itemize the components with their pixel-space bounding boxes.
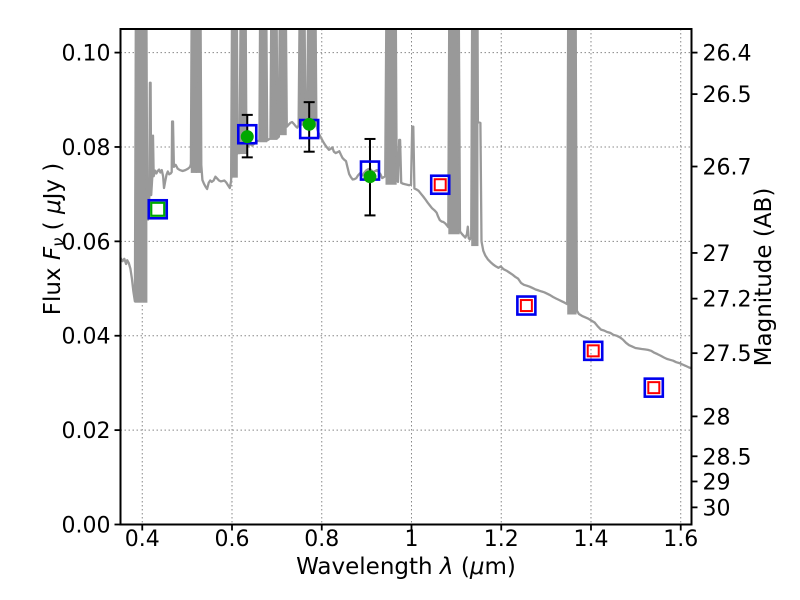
predicted-square-marker <box>647 381 661 395</box>
model-circle-marker <box>363 170 377 184</box>
photometry-markers <box>147 117 665 398</box>
x-axis-label-text: Wavelength <box>296 554 440 580</box>
mag-tick-label: 27.5 <box>703 342 752 367</box>
mag-tick-label: 28.5 <box>703 445 752 470</box>
x-axis-label: Wavelength λ (μm) <box>296 554 516 580</box>
plot-frame <box>119 28 693 526</box>
lambda-symbol: λ <box>439 554 454 580</box>
spectrum-line <box>120 29 692 370</box>
flux-tick-label: 0.00 <box>62 514 111 539</box>
x-tick-label: 0.6 <box>215 527 250 552</box>
y-axis-label-right: Magnitude (AB) <box>751 187 777 367</box>
flux-tick-label: 0.10 <box>62 42 111 67</box>
mag-tick-label: 30 <box>703 496 731 521</box>
observed-square-marker <box>147 198 169 220</box>
predicted-square-marker <box>433 178 447 192</box>
observed-square-marker <box>429 174 451 196</box>
flux-symbol: F <box>39 246 66 261</box>
mag-tick-label: 27.2 <box>703 288 752 313</box>
x-tick-label: 1 <box>404 527 418 552</box>
observed-square-marker <box>582 340 604 362</box>
mag-tick-label: 26.4 <box>703 42 752 67</box>
x-tick-label: 0.4 <box>125 527 160 552</box>
tick-labels: 0.4 0.6 0.8 1 1.2 1.4 1.6 0.00 0.02 0.04 0.06 0.08 0… <box>62 42 752 553</box>
mag-tick-label: 26.7 <box>703 156 752 181</box>
observed-square-marker <box>236 123 258 145</box>
nu-subscript: ν <box>49 237 69 247</box>
gridlines <box>120 29 692 525</box>
axis-ticks <box>114 51 698 531</box>
predicted-square-marker <box>519 299 533 313</box>
mu-symbol: μ <box>469 554 485 580</box>
flux-tick-label: 0.02 <box>62 419 111 444</box>
x-tick-label: 1.4 <box>573 527 608 552</box>
flux-tick-label: 0.08 <box>62 136 111 161</box>
flux-tick-label: 0.06 <box>62 230 111 255</box>
model-circle-marker <box>302 117 316 131</box>
x-tick-label: 1.2 <box>484 527 519 552</box>
mag-tick-label: 26.5 <box>703 83 752 108</box>
predicted-square-marker <box>586 344 600 358</box>
observed-square-marker <box>643 377 665 398</box>
observed-square-marker <box>516 295 537 316</box>
model-circle-marker <box>240 130 254 144</box>
flux-label-text: Flux <box>39 260 66 316</box>
mu-symbol-flux: μ <box>39 199 66 215</box>
model-square-marker <box>150 201 166 217</box>
mag-tick-label: 27 <box>703 242 731 267</box>
mag-tick-label: 29 <box>703 470 731 495</box>
x-tick-label: 0.8 <box>304 527 339 552</box>
x-tick-label: 1.6 <box>663 527 698 552</box>
y-axis-label-left: Flux Fν ( μJy ) <box>39 162 69 316</box>
flux-tick-label: 0.04 <box>62 325 111 350</box>
mag-tick-label: 28 <box>703 405 731 430</box>
